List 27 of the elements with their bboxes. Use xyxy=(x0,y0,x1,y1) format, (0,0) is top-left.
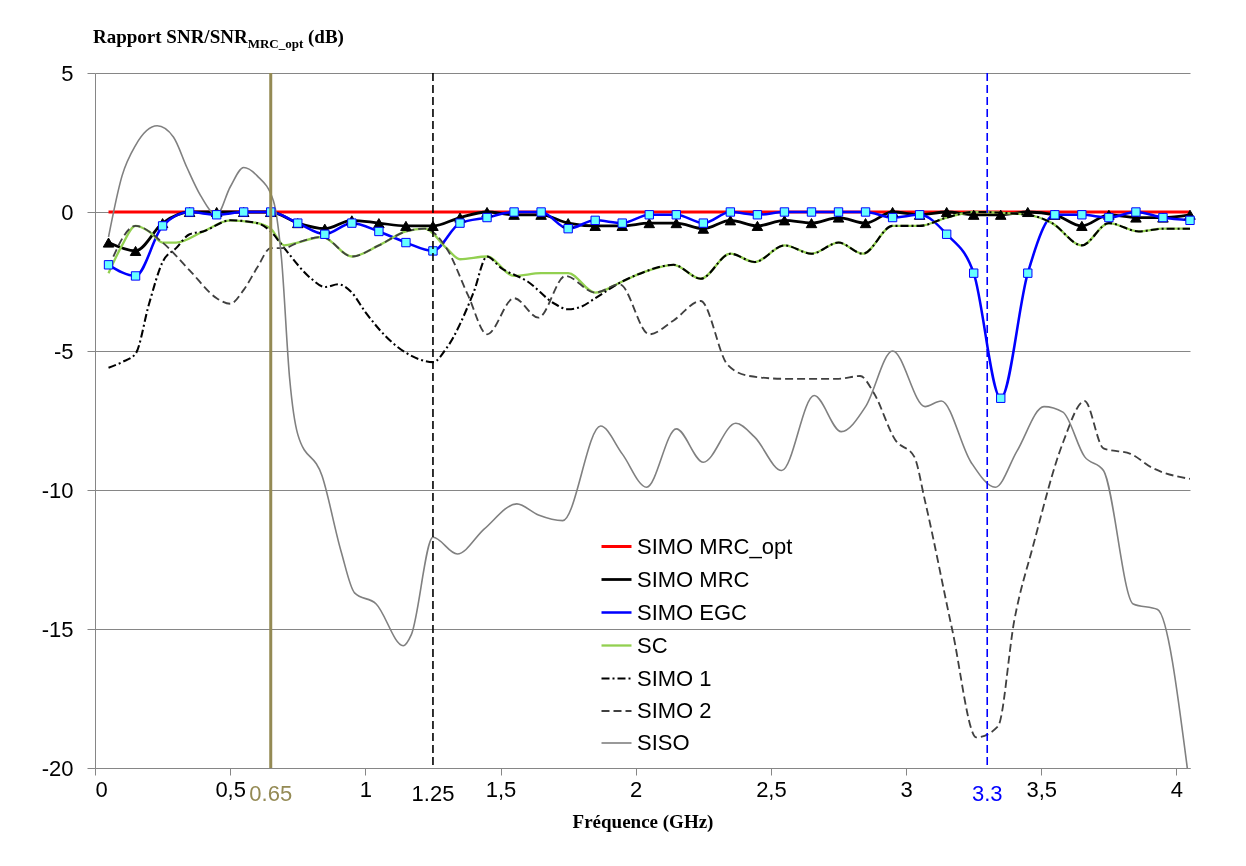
x-tick-label: 3 xyxy=(900,776,913,802)
x-tick-label: 2 xyxy=(630,776,643,802)
x-tick-label: 3,5 xyxy=(1026,776,1058,802)
x-tick-label: 2,5 xyxy=(756,776,787,802)
ref-line-label: 0.65 xyxy=(249,781,293,806)
legend-label: SIMO EGC xyxy=(637,599,748,625)
legend-label: SIMO MRC_opt xyxy=(637,533,793,559)
legend-label: SIMO 2 xyxy=(637,698,712,723)
x-axis-title: Fréquence (GHz) xyxy=(572,810,714,833)
y-tick-label: 0 xyxy=(61,199,74,225)
x-tick-label: 1,5 xyxy=(485,776,517,802)
y-tick-label: -15 xyxy=(41,616,74,642)
legend-label: SISO xyxy=(637,730,690,755)
ref-line-label: 1.25 xyxy=(411,781,455,806)
x-tick-label: 0,5 xyxy=(215,776,246,802)
x-tick-label: 4 xyxy=(1170,776,1184,802)
y-axis-title: Rapport SNR/SNR$_{MRC_opt}$ (dB) xyxy=(93,26,344,52)
legend-label: SIMO MRC xyxy=(637,566,750,592)
legend-label: SIMO 1 xyxy=(637,665,712,691)
x-tick-label: 0 xyxy=(95,776,108,802)
legend-label: SC xyxy=(637,632,668,658)
x-tick-label: 1 xyxy=(359,776,372,802)
y-tick-label: 5 xyxy=(61,60,74,86)
ref-line-label: 3.3 xyxy=(971,781,1003,806)
y-tick-label: -20 xyxy=(41,755,74,781)
y-tick-label: -5 xyxy=(53,338,74,364)
y-tick-label: -10 xyxy=(41,477,74,503)
